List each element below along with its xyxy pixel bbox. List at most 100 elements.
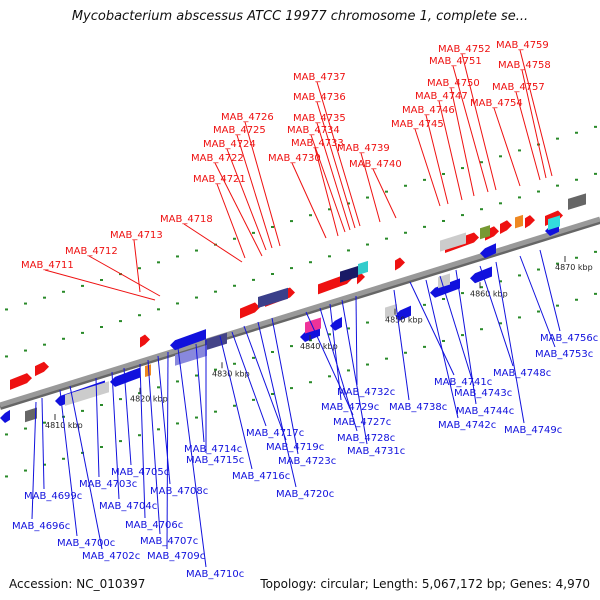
reverse-gene-label: MAB_4709c [147,551,205,562]
gene-block [438,273,450,289]
reverse-gene-label: MAB_4699c [24,491,82,502]
guide-dot [176,255,179,258]
forward-gene-label: MAB_4722 [191,153,244,164]
guide-dot [442,172,445,175]
scale-label: 4840 kbp [300,342,338,351]
guide-dot [252,231,255,234]
reverse-gene-label: MAB_4732c [337,387,395,398]
forward-gene-label: MAB_4745 [391,119,444,130]
guide-dot [43,296,46,299]
guide-dot [119,320,122,323]
guide-dot [461,167,464,170]
forward-gene-label: MAB_4752 [438,44,491,55]
forward-gene-arrow [10,373,32,390]
guide-dot [328,333,331,336]
forward-gene-label: MAB_4737 [293,72,346,83]
guide-dot [518,196,521,199]
guide-dot [366,243,369,246]
reverse-gene-leader [157,355,171,485]
reverse-gene-label: MAB_4753c [535,349,593,360]
guide-dot [100,326,103,328]
guide-dot [195,249,198,252]
forward-gene-leader [425,114,449,205]
forward-gene-label: MAB_4726 [221,112,274,123]
guide-dot [176,302,179,305]
guide-dot [195,374,198,377]
reverse-gene-arrow [470,266,492,284]
forward-gene-label: MAB_4711 [21,260,74,271]
scale-label: 4820 kbp [130,395,168,404]
reverse-gene-arrow [170,329,206,351]
forward-gene-arrow [395,257,405,271]
guide-dot [271,392,274,395]
guide-dot [290,267,293,270]
guide-dot [214,410,217,413]
guide-dot [233,362,236,365]
gene-block [145,364,151,378]
reverse-gene-label: MAB_4700c [57,538,115,549]
reverse-gene-label: MAB_4702c [82,551,140,562]
forward-gene-label: MAB_4759 [496,40,549,51]
gene-block [515,214,523,229]
guide-dot [537,190,540,193]
forward-gene-label: MAB_4725 [213,125,266,136]
guide-dot [157,386,160,389]
reverse-gene-label: MAB_4720c [276,489,334,500]
guide-dot [461,214,464,217]
guide-dot [43,421,46,424]
guide-dot [233,237,236,240]
guide-dot [62,457,65,460]
gene-block [385,303,397,319]
accession-label: Accession: NC_010397 [9,577,146,591]
forward-gene-label: MAB_4712 [65,246,118,257]
reverse-gene-arrow [0,409,10,423]
guide-dot [385,357,388,360]
reverse-gene-arrow [395,305,411,321]
reverse-gene-label: MAB_4727c [333,417,391,428]
forward-gene-leader [183,223,243,263]
guide-dot [575,298,578,301]
forward-gene-leader [44,269,156,301]
map-title: Mycobacterium abscessus ATCC 19977 chrom… [71,9,529,24]
guide-dot [81,284,84,287]
guide-dot [233,404,236,407]
reverse-gene-leader [166,351,169,550]
forward-gene-leader [244,121,281,247]
reverse-gene-label: MAB_4756c [540,333,598,344]
guide-dot [461,334,464,337]
gene-block [205,332,227,351]
guide-dot [100,446,103,448]
guide-dot [24,302,27,305]
forward-gene-arrow [500,220,512,234]
guide-dot [442,297,445,300]
reverse-gene-label: MAB_4731c [347,446,405,457]
guide-dot [290,220,293,223]
reverse-gene-leader [319,307,358,432]
guide-dot [328,255,331,258]
reverse-gene-leader [69,385,103,550]
reverse-gene-arrow [430,278,460,298]
forward-gene-label: MAB_4746 [402,105,455,116]
forward-gene-label: MAB_4730 [268,153,321,164]
forward-gene-label: MAB_4736 [293,92,346,103]
axis-line [0,216,600,408]
forward-gene-arrow [240,302,260,319]
reverse-gene-leader [95,377,100,478]
forward-gene-label: MAB_4713 [110,230,163,241]
guide-dot [442,339,445,342]
guide-dot [5,355,8,358]
forward-gene-leader [316,101,356,229]
reverse-gene-label: MAB_4710c [186,569,244,580]
guide-dot [423,345,426,348]
gene-block [65,381,109,406]
guide-dot [81,451,84,454]
guide-dot [347,202,350,205]
guide-dot [556,137,559,140]
guide-dot [518,274,521,277]
guide-dot [347,327,350,330]
guide-dot [423,178,426,181]
guide-dot [252,398,255,401]
guide-dot [480,286,483,289]
guide-dot [537,268,540,271]
